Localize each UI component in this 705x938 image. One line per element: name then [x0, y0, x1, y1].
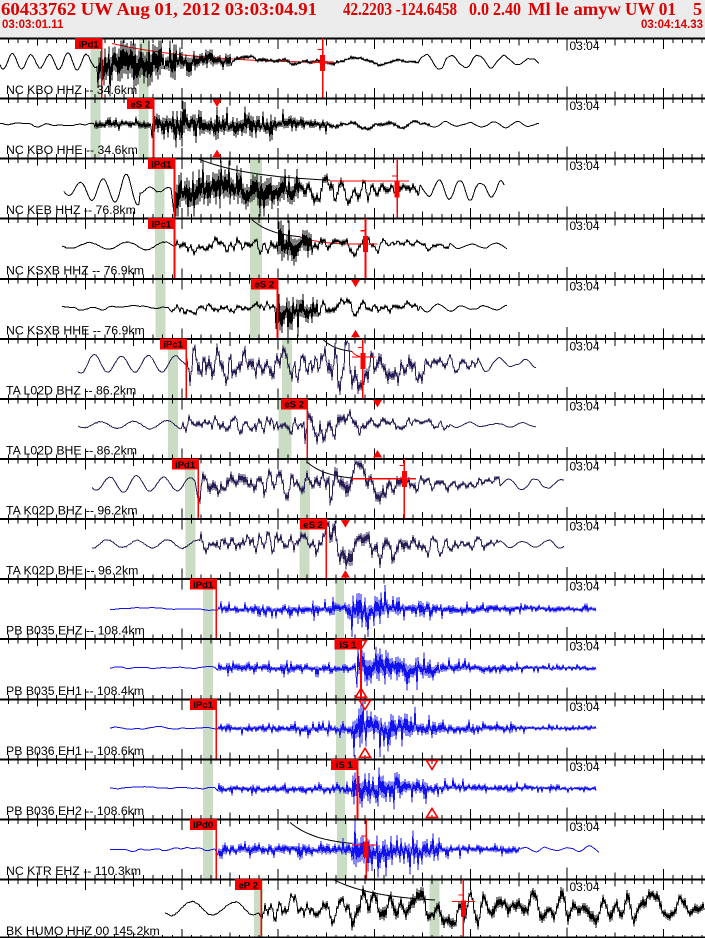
svg-text:iPd1: iPd1	[78, 39, 99, 50]
svg-text:TA K02D BHZ -- 96.2km: TA K02D BHZ -- 96.2km	[6, 504, 138, 518]
svg-text:PB B035 EHZ -- 108.4km: PB B035 EHZ -- 108.4km	[6, 624, 145, 638]
svg-text:UW 01: UW 01	[625, 0, 676, 19]
svg-text:iS 1: iS 1	[336, 760, 354, 771]
svg-text:03:04: 03:04	[570, 880, 600, 894]
svg-text:eP 2: eP 2	[239, 880, 258, 891]
svg-text:eS 2: eS 2	[284, 400, 304, 411]
svg-text:0.0 2.40: 0.0 2.40	[469, 0, 521, 19]
svg-text:iPd1: iPd1	[151, 159, 172, 170]
svg-text:03:04: 03:04	[570, 399, 600, 413]
svg-text:03:04: 03:04	[570, 279, 600, 293]
svg-text:iPd1: iPd1	[175, 460, 196, 471]
svg-text:03:04: 03:04	[570, 159, 600, 173]
svg-text:PB B036 EH2 -- 108.6km: PB B036 EH2 -- 108.6km	[6, 804, 144, 818]
svg-text:03:04: 03:04	[570, 580, 600, 594]
svg-text:PB B036 EH1 -- 108.6km: PB B036 EH1 -- 108.6km	[6, 744, 144, 758]
svg-text:Ml le amyw: Ml le amyw	[528, 0, 621, 19]
svg-text:iPd1: iPd1	[193, 580, 214, 591]
svg-text:NC KTR EHZ -- 110.3km: NC KTR EHZ -- 110.3km	[6, 864, 141, 878]
svg-text:42.2203 -124.6458: 42.2203 -124.6458	[343, 0, 457, 19]
svg-text:eS 2: eS 2	[303, 520, 323, 531]
svg-text:5: 5	[693, 0, 702, 19]
svg-text:03:04: 03:04	[570, 339, 600, 353]
svg-text:NC KBO HHZ -- 34.6km: NC KBO HHZ -- 34.6km	[6, 83, 137, 97]
svg-text:NC KBO HHE -- 34.6km: NC KBO HHE -- 34.6km	[6, 143, 138, 157]
svg-text:eS 2: eS 2	[131, 99, 151, 110]
svg-text:03:04: 03:04	[570, 520, 600, 534]
svg-text:03:04: 03:04	[570, 460, 600, 474]
svg-text:iPc1: iPc1	[193, 700, 213, 711]
svg-text:iPc1: iPc1	[152, 220, 172, 231]
svg-text:TA L02D BHZ -- 86.2km: TA L02D BHZ -- 86.2km	[6, 383, 136, 397]
svg-text:PB B035 EH1 -- 108.4km: PB B035 EH1 -- 108.4km	[6, 684, 144, 698]
svg-text:TA K02D BHE -- 96.2km: TA K02D BHE -- 96.2km	[6, 564, 138, 578]
svg-text:03:04: 03:04	[570, 760, 600, 774]
svg-text:NC KEB HHZ -- 76.8km: NC KEB HHZ -- 76.8km	[6, 203, 136, 217]
svg-text:03:04: 03:04	[570, 700, 600, 714]
svg-text:03:04: 03:04	[570, 39, 600, 53]
svg-text:BK HUMO HHZ 00 145.2km: BK HUMO HHZ 00 145.2km	[6, 924, 160, 938]
svg-text:eS 2: eS 2	[255, 280, 275, 291]
svg-text:NC KSXB HHE -- 76.9km: NC KSXB HHE -- 76.9km	[6, 323, 145, 337]
svg-text:iPd0: iPd0	[193, 820, 213, 831]
svg-text:03:04:14.33: 03:04:14.33	[641, 19, 703, 31]
svg-text:03:04: 03:04	[570, 219, 600, 233]
svg-text:TA L02D BHE -- 86.2km: TA L02D BHE -- 86.2km	[6, 444, 137, 458]
svg-text:03:04: 03:04	[570, 99, 600, 113]
svg-text:iPc1: iPc1	[163, 340, 183, 351]
svg-text:60433762 UW Aug 01, 2012 03:03: 60433762 UW Aug 01, 2012 03:03:04.91	[1, 0, 317, 19]
svg-text:NC KSXB HHZ -- 76.9km: NC KSXB HHZ -- 76.9km	[6, 263, 144, 277]
svg-text:iS 1: iS 1	[339, 640, 357, 651]
svg-text:03:04: 03:04	[570, 640, 600, 654]
svg-text:03:03:01.11: 03:03:01.11	[2, 19, 64, 31]
svg-text:03:04: 03:04	[570, 820, 600, 834]
